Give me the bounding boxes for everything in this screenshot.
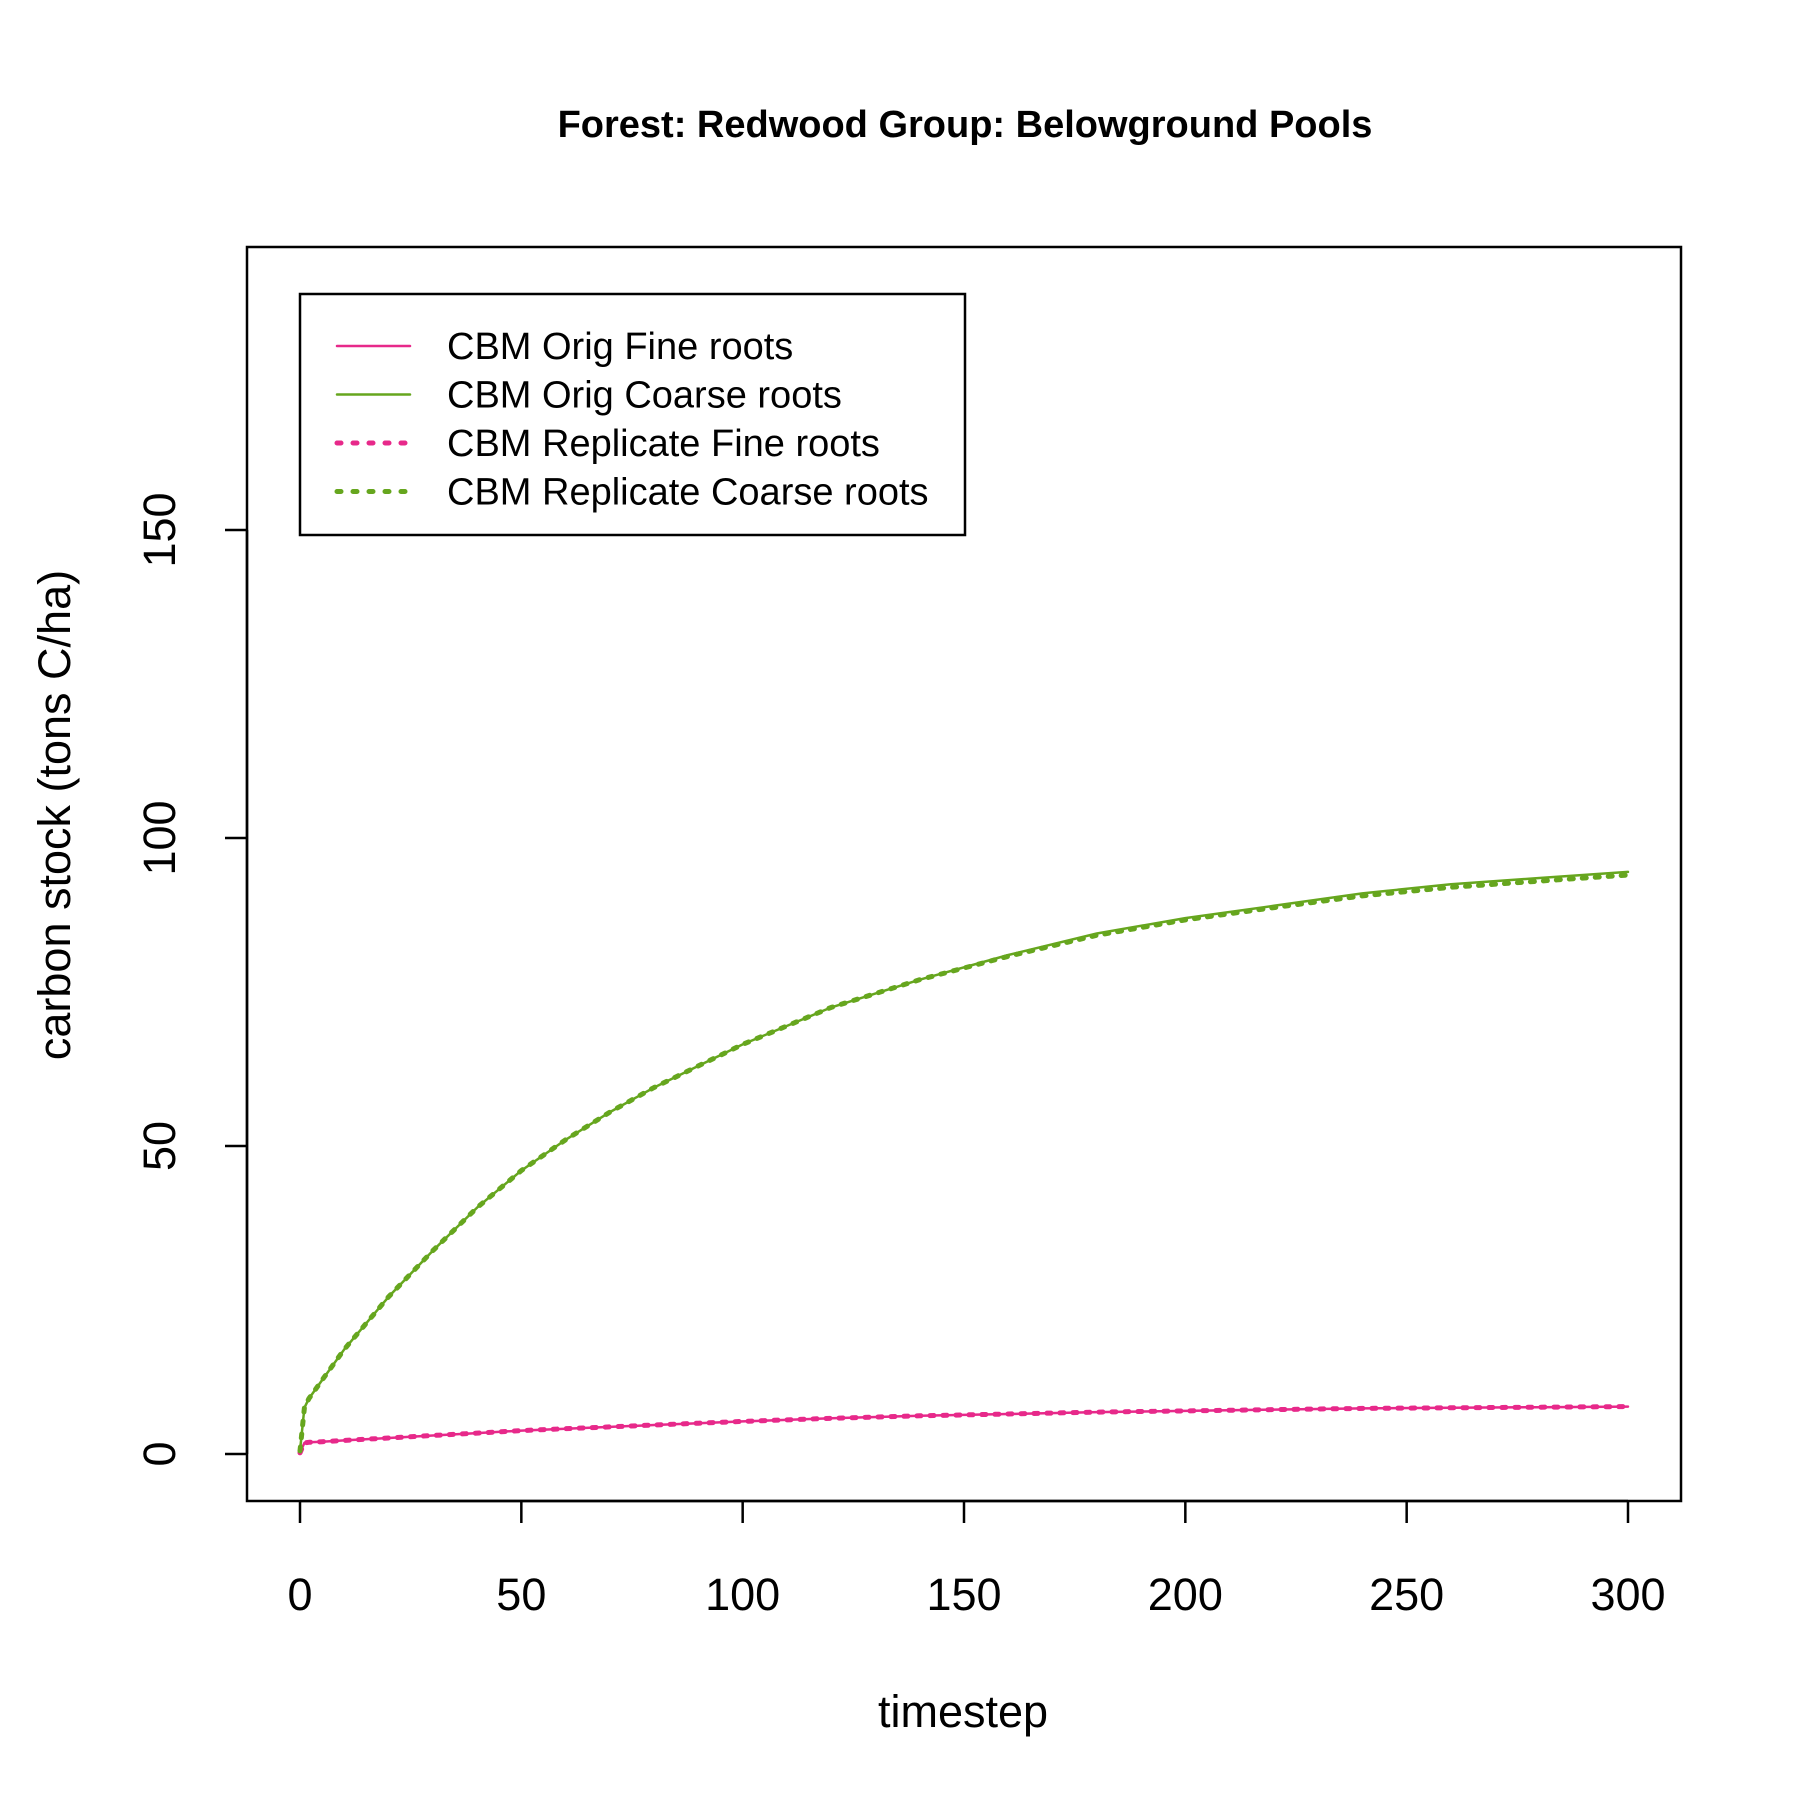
x-tick-label: 50 xyxy=(496,1569,546,1620)
legend-label-1: CBM Orig Fine roots xyxy=(447,326,793,368)
series-line-3 xyxy=(297,1404,1631,1456)
y-tick-label: 50 xyxy=(134,1121,185,1171)
chart-title: Forest: Redwood Group: Belowground Pools xyxy=(558,104,1373,146)
series-line-4 xyxy=(297,872,1631,1454)
x-tick-label: 200 xyxy=(1148,1569,1223,1620)
y-tick-label: 100 xyxy=(134,800,185,875)
series-layer xyxy=(297,870,1631,1456)
x-tick-label: 100 xyxy=(705,1569,780,1620)
series-line-1 xyxy=(298,1405,1630,1455)
legend-label-3: CBM Replicate Fine roots xyxy=(447,423,880,465)
y-tick-label: 150 xyxy=(134,492,185,567)
x-axis: 0 50 100 150 200 250 300 xyxy=(287,1499,1666,1620)
x-axis-label: timestep xyxy=(878,1686,1048,1737)
x-tick-label: 250 xyxy=(1369,1569,1444,1620)
legend-box xyxy=(298,292,967,537)
legend-label-4: CBM Replicate Coarse roots xyxy=(447,472,929,514)
y-axis: 0 50 100 150 xyxy=(134,492,249,1467)
series-line-2 xyxy=(298,870,1630,1453)
y-axis-label: carbon stock (tons C/ha) xyxy=(29,570,80,1060)
x-tick-label: 150 xyxy=(926,1569,1001,1620)
legend-label-2: CBM Orig Coarse roots xyxy=(447,375,842,417)
y-tick-label: 0 xyxy=(134,1441,185,1466)
x-tick-label: 300 xyxy=(1590,1569,1665,1620)
x-tick-label: 0 xyxy=(287,1569,312,1620)
legend: CBM Orig Fine roots CBM Orig Coarse roots… xyxy=(298,292,967,537)
